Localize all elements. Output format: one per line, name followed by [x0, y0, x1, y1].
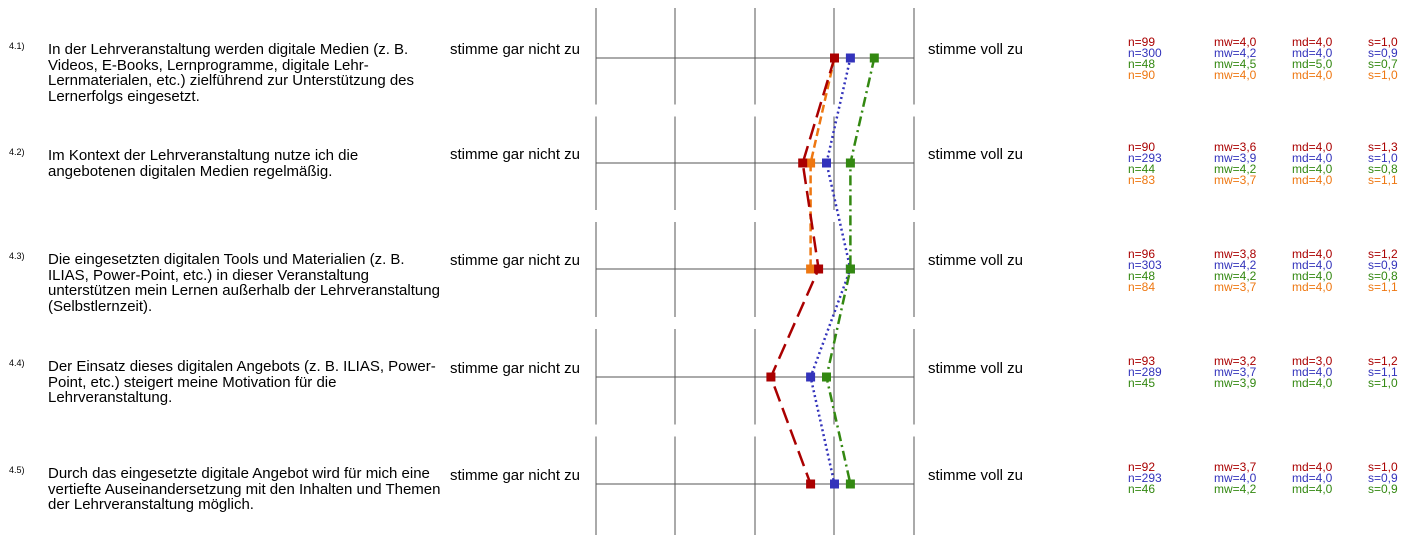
stat-mean: mw=4,2 — [1214, 484, 1256, 495]
stat-n: n=46 — [1128, 484, 1155, 495]
series-3 — [822, 54, 879, 489]
stat-median: md=4,0 — [1292, 70, 1332, 81]
data-point — [846, 480, 855, 489]
data-point — [846, 54, 855, 63]
series-line — [771, 58, 835, 484]
stat-sd: s=1,1 — [1368, 175, 1398, 186]
data-point — [806, 373, 815, 382]
stat-sd: s=1,0 — [1368, 378, 1398, 389]
stat-n: n=90 — [1128, 70, 1155, 81]
stat-mean: mw=3,7 — [1214, 175, 1256, 186]
stat-sd: s=1,0 — [1368, 70, 1398, 81]
data-point — [830, 54, 839, 63]
stat-sd: s=1,1 — [1368, 282, 1398, 293]
stat-n: n=84 — [1128, 282, 1155, 293]
data-point — [806, 480, 815, 489]
stat-mean: mw=3,7 — [1214, 282, 1256, 293]
stat-median: md=4,0 — [1292, 282, 1332, 293]
series-1 — [766, 54, 839, 489]
data-point — [798, 159, 807, 168]
data-point — [806, 159, 815, 168]
stat-median: md=4,0 — [1292, 378, 1332, 389]
grid — [596, 8, 914, 535]
data-point — [806, 265, 815, 274]
data-point — [822, 159, 831, 168]
stat-mean: mw=4,0 — [1214, 70, 1256, 81]
stat-n: n=83 — [1128, 175, 1155, 186]
data-point — [870, 54, 879, 63]
data-point — [814, 265, 823, 274]
stat-median: md=4,0 — [1292, 175, 1332, 186]
data-point — [822, 373, 831, 382]
stat-mean: mw=3,9 — [1214, 378, 1256, 389]
data-point — [830, 480, 839, 489]
data-point — [846, 159, 855, 168]
stat-median: md=4,0 — [1292, 484, 1332, 495]
data-point — [846, 265, 855, 274]
stat-n: n=45 — [1128, 378, 1155, 389]
data-point — [766, 373, 775, 382]
stat-sd: s=0,9 — [1368, 484, 1398, 495]
